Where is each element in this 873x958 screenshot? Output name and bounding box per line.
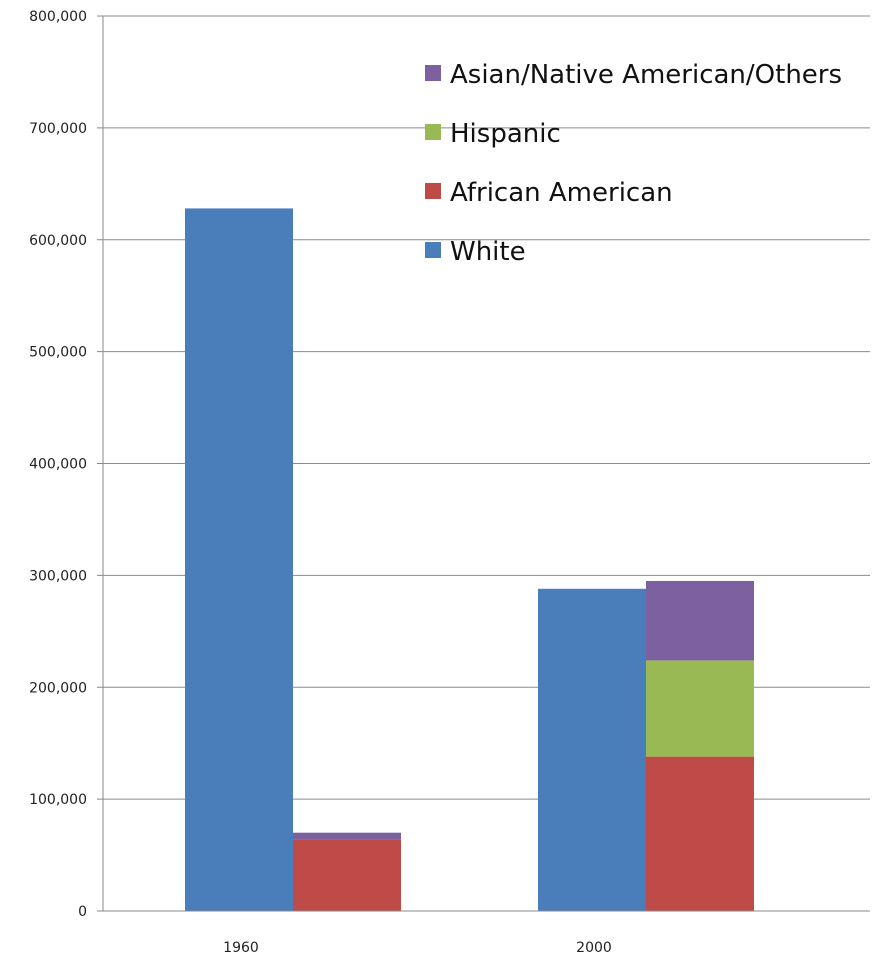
y-tick-label: 700,000 [29,121,87,137]
y-tick-label: 500,000 [29,345,87,361]
y-tick-label: 300,000 [29,568,87,584]
y-tick-label: 100,000 [29,792,87,808]
legend-swatch [425,65,441,81]
bar-white-2000 [538,588,646,911]
y-tick-label: 400,000 [29,457,87,473]
bar-asian-native-american-others-1960 [293,832,401,840]
x-tick-label: 1960 [223,940,259,956]
bar-asian-native-american-others-2000 [646,580,754,661]
bar-african-american-1960 [293,839,401,911]
bar-african-american-2000 [646,756,754,911]
y-tick-label: 200,000 [29,680,87,696]
bar-white-1960 [185,208,293,912]
bars [185,208,754,912]
y-tick-label: 800,000 [29,9,87,25]
x-axis: 1960 2000 [97,910,870,956]
legend-swatch [425,183,441,199]
y-tick-label: 0 [78,904,87,920]
bar-hispanic-2000 [646,660,754,757]
legend-label: White [450,237,526,267]
legend-label: African American [450,178,673,208]
legend-swatch [425,242,441,258]
legend-label: Hispanic [450,119,561,149]
x-tick-label: 2000 [576,940,612,956]
y-axis: 0 100,000 200,000 300,000 400,000 500,000 600,… [29,9,104,920]
y-tick-label: 600,000 [29,233,87,249]
legend-swatch [425,124,441,140]
legend: Asian/Native American/Others Hispanic Afri… [425,60,842,267]
legend-label: Asian/Native American/Others [450,60,842,90]
